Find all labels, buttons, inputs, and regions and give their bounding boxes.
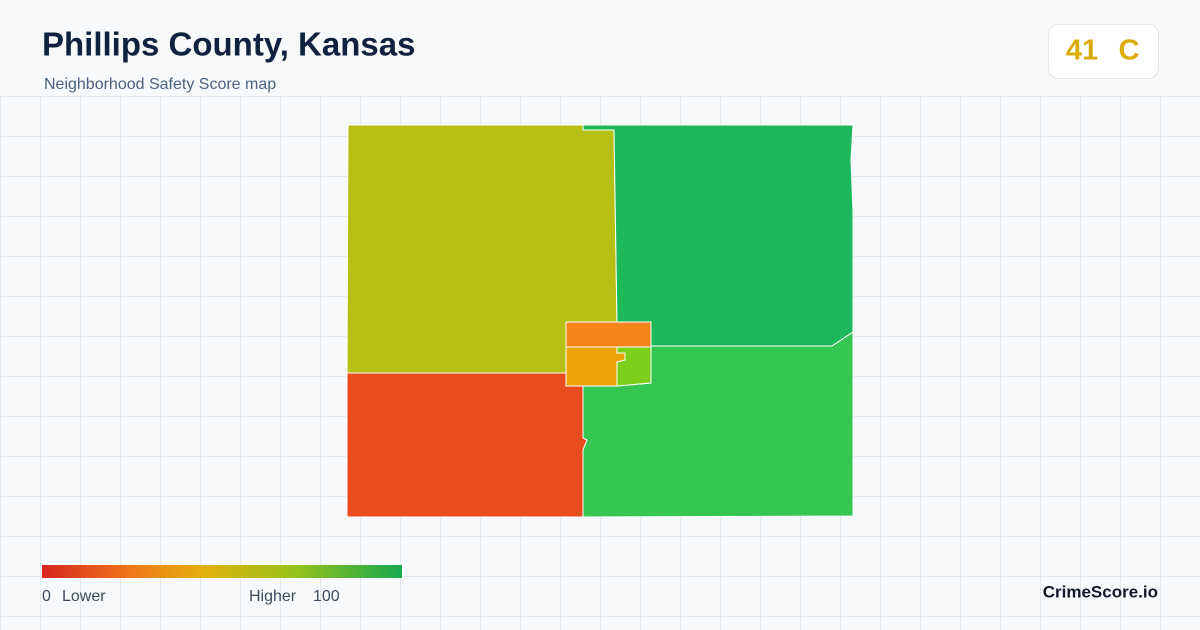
score-badge: [1048, 24, 1159, 79]
score: 41: [1066, 35, 1098, 67]
legend-max: 100: [313, 588, 340, 605]
legend-min: 0: [42, 588, 51, 605]
region: [616, 346, 652, 387]
header-band: [0, 0, 1200, 96]
grade: C: [1119, 35, 1140, 67]
legend-min-label: Lower: [62, 588, 106, 605]
map: [346, 124, 854, 518]
legend-max-label: Higher: [249, 588, 297, 605]
legend-scale: [42, 565, 402, 578]
region: [582, 124, 854, 347]
region: [565, 321, 652, 348]
subtitle: Neighborhood Safety Score map: [44, 76, 276, 93]
title: Phillips County, Kansas: [42, 26, 415, 63]
region: [565, 346, 626, 387]
brand: CrimeScore.io: [1043, 582, 1158, 601]
region: [346, 372, 588, 518]
